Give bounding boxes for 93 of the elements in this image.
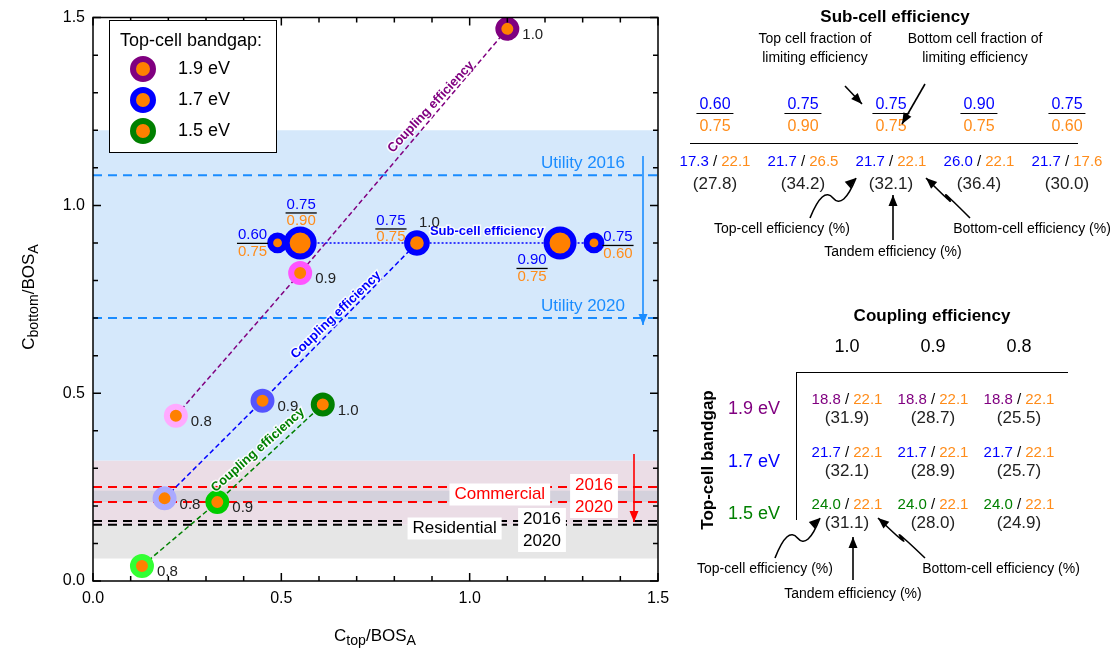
text: (24.9) [996, 512, 1042, 532]
text: (28.7) [910, 407, 956, 427]
annotation: 0.75 [376, 211, 406, 229]
text: 0.75 [963, 115, 995, 135]
text: 0.8 [1006, 335, 1032, 356]
text: 1.9 eV [727, 397, 780, 418]
text: 0.75 [699, 115, 731, 135]
text: 0.60 [1051, 115, 1083, 135]
annotation: 0.75 [376, 227, 406, 245]
annotation: 0.90 [517, 250, 547, 268]
text: (32.1) [868, 173, 914, 193]
text: (32.1) [824, 460, 870, 479]
text: 0.60 [696, 94, 734, 114]
text: 0.75 [872, 94, 910, 114]
text: (28.9) [910, 460, 956, 479]
x-tick-label: 0.5 [270, 589, 293, 607]
text: 24.0 / 22.1 [811, 494, 883, 512]
text: (25.5) [996, 407, 1042, 427]
legend-title: Top-cell bandgap: [120, 29, 263, 52]
annotation: Commercial [454, 484, 546, 504]
annotation: 0.9 [315, 269, 337, 287]
annotation: 0.60 [237, 225, 268, 243]
text: Top-cell bandgap [697, 390, 717, 530]
text: 24.0 / 22.1 [897, 494, 969, 512]
annotation: 0.8 [190, 411, 212, 429]
text: 0.9 [920, 335, 946, 356]
text: 26.0 / 22.1 [943, 151, 1015, 169]
text: Top cell fraction of limiting efficiency [757, 29, 873, 67]
text: 21.7 / 22.1 [855, 151, 927, 169]
ref-line-label: Utility 2016 [540, 153, 625, 173]
text: Tandem efficiency (%) [824, 241, 962, 261]
annotation: 0.75 [603, 227, 633, 245]
text: Sub-cell efficiency [820, 7, 970, 27]
text: 21.7 / 17.6 [1031, 151, 1103, 169]
annotation: 1.0 [337, 400, 359, 418]
text: Top-cell efficiency (%) [714, 218, 850, 238]
legend-label: 1.9 eV [178, 57, 231, 80]
text: 0.75 [875, 115, 907, 135]
legend-label: 1.5 eV [178, 119, 231, 142]
text: Tandem efficiency (%) [784, 583, 922, 603]
annotation: 2016 [523, 508, 561, 528]
text: Coupling efficiency [853, 306, 1011, 326]
text: Bottom-cell efficiency (%) [922, 558, 1080, 578]
text: 0.75 [1048, 94, 1086, 114]
annotation: Residential [412, 518, 497, 538]
annotation: 2016 [575, 474, 613, 494]
text: (34.2) [780, 173, 826, 193]
annotation: 0.75 [237, 242, 268, 260]
annotation: 0.60 [603, 244, 633, 262]
text: 21.7 / 22.1 [983, 442, 1055, 459]
annotation: 0.8 [156, 562, 178, 580]
text: 21.7 / 22.1 [811, 442, 883, 459]
annotation: 2020 [575, 496, 613, 516]
text: (28.0) [910, 512, 956, 532]
text: 0.75 [784, 94, 822, 114]
text: 21.7 / 22.1 [897, 442, 969, 459]
text: Bottom-cell efficiency (%) [953, 218, 1111, 238]
x-tick-label: 1.0 [458, 589, 481, 607]
annotation: 0.9 [232, 498, 254, 516]
text: (25.7) [996, 460, 1042, 479]
annotation: 1.0 [522, 25, 544, 43]
text: 24.0 / 22.1 [983, 494, 1055, 512]
text: 1.5 eV [727, 502, 780, 523]
text: 17.3 / 22.1 [679, 151, 751, 169]
legend-label: 1.7 eV [178, 88, 231, 111]
text: Bottom cell fraction of limiting efficiency [906, 29, 1044, 67]
text: 1.0 [834, 335, 860, 356]
x-axis-title: C$_{top}$/BOS$_{A}$ [333, 626, 417, 649]
text: 0.90 [960, 94, 998, 114]
annotation: 0.8 [179, 494, 201, 512]
text: 21.7 / 26.5 [767, 151, 839, 169]
annotation: 0.75 [517, 267, 547, 285]
text: (30.0) [1044, 173, 1090, 193]
annotation: 2020 [523, 530, 561, 550]
text: (31.1) [824, 512, 870, 532]
text: 0.90 [787, 115, 819, 135]
y-tick-label: 1.5 [62, 8, 86, 26]
annotation: 0.75 [286, 195, 316, 213]
y-tick-label: 1.0 [62, 195, 86, 213]
text: (31.9) [824, 407, 870, 427]
y-tick-label: 0.5 [62, 383, 86, 401]
text: Top-cell efficiency (%) [697, 558, 833, 578]
y-tick-label: 0.0 [62, 571, 86, 589]
ref-line-label: Utility 2020 [540, 295, 625, 315]
text: (36.4) [956, 173, 1002, 193]
text: 1.7 eV [727, 450, 780, 470]
text: (27.8) [692, 173, 738, 193]
x-tick-label: 1.5 [646, 589, 670, 607]
annotation: 0.90 [286, 211, 316, 229]
text: 18.8 / 22.1 [811, 389, 883, 407]
x-tick-label: 0.0 [81, 589, 105, 607]
text: 18.8 / 22.1 [983, 389, 1055, 407]
text: 18.8 / 22.1 [897, 389, 969, 407]
